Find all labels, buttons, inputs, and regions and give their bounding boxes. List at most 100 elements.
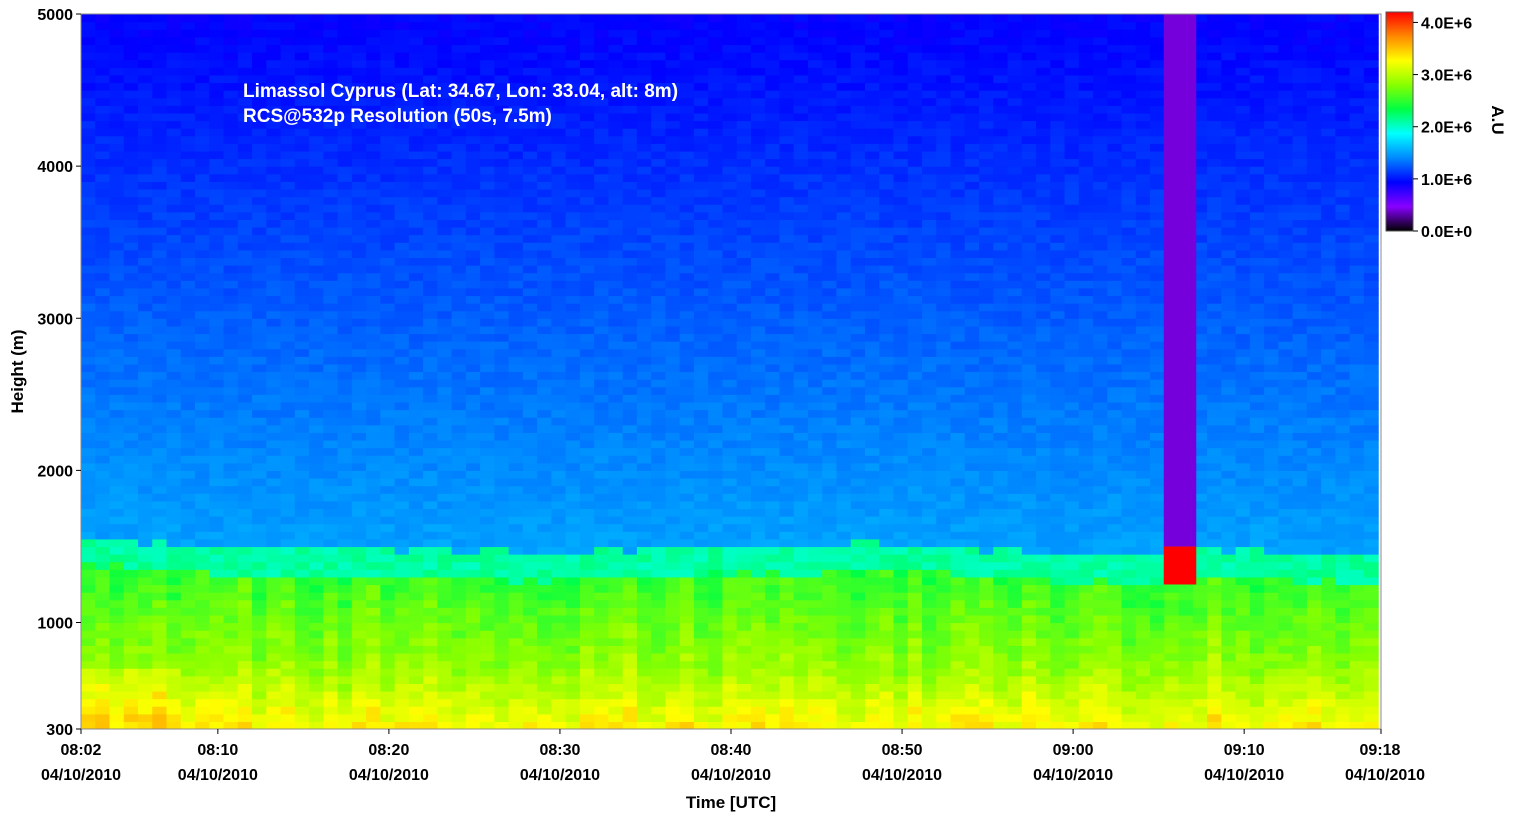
heatmap-cell <box>579 303 595 312</box>
heatmap-cell <box>81 325 96 335</box>
heatmap-cell <box>95 508 111 517</box>
heatmap-cell <box>480 226 495 236</box>
heatmap-cell <box>95 379 111 388</box>
heatmap-cell <box>807 614 823 624</box>
heatmap-cell <box>123 105 139 114</box>
heatmap-cell <box>722 447 738 456</box>
heatmap-cell <box>608 181 624 190</box>
heatmap-cell <box>309 652 324 662</box>
heatmap-cell <box>465 219 481 228</box>
heatmap-cell <box>579 386 595 395</box>
heatmap-cell <box>266 531 282 540</box>
heatmap-cell <box>95 531 111 540</box>
heatmap-cell <box>280 29 296 38</box>
heatmap-cell <box>81 706 96 715</box>
heatmap-cell <box>822 660 838 669</box>
heatmap-cell <box>679 287 695 297</box>
heatmap-cell <box>437 417 453 426</box>
heatmap-cell <box>793 561 809 570</box>
heatmap-cell <box>408 607 424 616</box>
heatmap-cell <box>665 135 681 144</box>
heatmap-cell <box>693 538 709 548</box>
heatmap-cell <box>294 424 310 433</box>
heatmap-cell <box>166 249 182 259</box>
heatmap-cell <box>565 249 581 259</box>
heatmap-cell <box>736 409 752 418</box>
heatmap-cell <box>195 584 210 593</box>
heatmap-cell <box>123 554 139 563</box>
heatmap-cell <box>551 668 567 677</box>
heatmap-cell <box>537 303 552 312</box>
heatmap-cell <box>508 128 524 137</box>
heatmap-cell <box>266 82 282 91</box>
heatmap-cell <box>522 706 538 715</box>
heatmap-cell <box>537 607 552 616</box>
heatmap-cell <box>266 242 282 251</box>
heatmap-cell <box>166 310 182 319</box>
heatmap-cell <box>408 67 424 76</box>
heatmap-cell <box>323 265 339 274</box>
heatmap-cell <box>252 432 267 441</box>
heatmap-cell <box>351 310 367 319</box>
heatmap-cell <box>138 52 153 61</box>
heatmap-cell <box>138 158 153 167</box>
heatmap-cell <box>294 272 310 281</box>
heatmap-cell <box>522 333 538 342</box>
heatmap-cell <box>522 341 538 350</box>
heatmap-cell <box>152 143 168 152</box>
heatmap-cell <box>366 379 381 388</box>
heatmap-cell <box>380 120 396 129</box>
heatmap-cell <box>109 280 125 289</box>
heatmap-cell <box>95 622 111 631</box>
heatmap-cell <box>180 280 196 289</box>
heatmap-cell <box>109 516 125 525</box>
heatmap-cell <box>522 249 538 259</box>
heatmap-cell <box>822 363 838 373</box>
heatmap-cell <box>522 538 538 548</box>
heatmap-cell <box>622 211 638 220</box>
heatmap-cell <box>138 379 153 388</box>
heatmap-cell <box>494 90 510 99</box>
heatmap-cell <box>765 447 781 456</box>
heatmap-cell <box>280 493 296 502</box>
heatmap-cell <box>437 67 453 76</box>
heatmap-cell <box>81 59 96 68</box>
heatmap-cell <box>608 394 624 403</box>
heatmap-cell <box>437 424 453 433</box>
heatmap-cell <box>679 59 695 68</box>
heatmap-cell <box>408 14 424 23</box>
heatmap-cell <box>195 242 210 251</box>
heatmap-cell <box>594 576 610 586</box>
heatmap-cell <box>109 219 125 228</box>
heatmap-cell <box>109 234 125 243</box>
heatmap-cell <box>665 67 681 76</box>
heatmap-cell <box>166 614 182 624</box>
heatmap-cell <box>109 394 125 403</box>
heatmap-cell <box>294 82 310 91</box>
heatmap-cell <box>408 614 424 624</box>
heatmap-cell <box>651 409 667 418</box>
heatmap-cell <box>551 249 567 259</box>
heatmap-cell <box>651 52 667 61</box>
heatmap-cell <box>822 249 838 259</box>
heatmap-cell <box>679 401 695 411</box>
heatmap-cell <box>750 645 766 654</box>
heatmap-cell <box>451 592 467 601</box>
heatmap-cell <box>380 371 396 380</box>
heatmap-cell <box>594 386 610 395</box>
heatmap-cell <box>480 417 495 426</box>
heatmap-cell <box>608 295 624 304</box>
heatmap-cell <box>736 249 752 259</box>
heatmap-cell <box>508 462 524 471</box>
heatmap-cell <box>109 432 125 441</box>
heatmap-cell <box>123 379 139 388</box>
heatmap-cell <box>494 569 510 578</box>
heatmap-cell <box>294 439 310 449</box>
heatmap-cell <box>480 204 495 213</box>
heatmap-cell <box>81 226 96 236</box>
heatmap-cell <box>565 394 581 403</box>
heatmap-cell <box>366 181 381 190</box>
heatmap-cell <box>779 120 795 129</box>
heatmap-cell <box>565 607 581 616</box>
heatmap-cell <box>309 690 324 700</box>
